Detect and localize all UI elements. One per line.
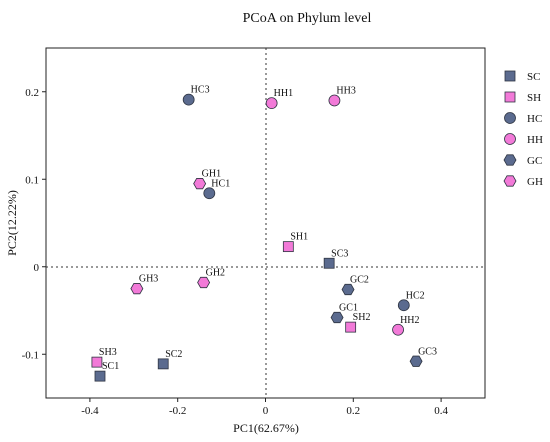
- point-label-hh2: HH2: [400, 315, 419, 326]
- legend-label-sc: SC: [527, 71, 540, 83]
- x-tick-label: -0.4: [81, 405, 99, 417]
- x-tick-label: 0.4: [434, 405, 448, 417]
- point-sc3: [323, 257, 335, 269]
- point-sh3: [91, 356, 103, 368]
- data-points: SC1 SC2 SC3 SH1 SH2 SH3 HC1 HC2 HC3 HH1 HH2 HH3 GC1 G…: [91, 85, 437, 382]
- point-hh3: [328, 94, 341, 107]
- point-label-sh3: SH3: [99, 347, 117, 358]
- legend-marker-gc: [503, 154, 517, 166]
- y-tick-label: 0.1: [25, 174, 39, 186]
- point-label-hc2: HC2: [406, 290, 425, 301]
- legend-marker-gh: [503, 175, 517, 187]
- point-label-gh1: GH1: [202, 169, 221, 180]
- point-label-gc1: GC1: [339, 303, 358, 314]
- point-gc3: [409, 355, 423, 367]
- point-hc2: [397, 299, 410, 312]
- point-label-hh3: HH3: [336, 86, 355, 97]
- point-hc3: [182, 93, 195, 106]
- point-sc1: [94, 370, 106, 382]
- x-tick-label: -0.2: [169, 405, 186, 417]
- point-label-gc3: GC3: [418, 346, 437, 357]
- x-axis: -0.4 -0.2 0 0.2 0.4: [81, 398, 448, 417]
- legend-label-hh: HH: [527, 134, 543, 146]
- legend: SC SH HC HH GC GH: [503, 70, 543, 188]
- point-label-hc1: HC1: [211, 178, 230, 189]
- y-axis: -0.1 0 0.1 0.2: [22, 87, 46, 361]
- point-label-sh1: SH1: [290, 232, 308, 243]
- legend-label-hc: HC: [527, 113, 542, 125]
- y-tick-label: 0.2: [25, 87, 39, 99]
- y-axis-title: PC2(12.22%): [5, 190, 19, 256]
- legend-marker-hc: [504, 112, 516, 124]
- legend-label-sh: SH: [527, 92, 541, 104]
- legend-marker-hh: [504, 133, 516, 145]
- point-gh1: [193, 178, 207, 190]
- y-tick-label: 0: [34, 262, 40, 274]
- point-hh1: [265, 97, 278, 110]
- point-hc1: [203, 187, 216, 200]
- legend-label-gh: GH: [527, 176, 543, 188]
- legend-marker-sc: [504, 70, 516, 82]
- point-label-sc1: SC1: [102, 361, 119, 372]
- point-sc2: [157, 358, 169, 370]
- point-label-sc3: SC3: [331, 248, 348, 259]
- chart-title: PCoA on Phylum level: [243, 11, 372, 26]
- x-tick-label: 0.2: [346, 405, 360, 417]
- point-gc2: [341, 283, 355, 296]
- point-label-hh1: HH1: [274, 88, 293, 99]
- x-axis-title: PC1(62.67%): [233, 421, 299, 435]
- point-gh3: [130, 283, 144, 295]
- y-tick-label: -0.1: [22, 349, 39, 361]
- point-label-hc3: HC3: [191, 85, 210, 96]
- point-label-gh3: GH3: [139, 274, 158, 285]
- point-label-gh2: GH2: [206, 268, 225, 279]
- x-tick-label: 0: [263, 405, 269, 417]
- point-gc1: [330, 311, 344, 324]
- point-label-sc2: SC2: [165, 349, 182, 360]
- point-label-sh2: SH2: [353, 312, 371, 323]
- point-sh1: [282, 241, 294, 253]
- point-gh2: [197, 276, 211, 289]
- legend-marker-sh: [504, 91, 516, 103]
- legend-label-gc: GC: [527, 155, 542, 167]
- point-sh2: [345, 321, 357, 333]
- point-hh2: [392, 323, 404, 336]
- point-label-gc2: GC2: [350, 275, 369, 286]
